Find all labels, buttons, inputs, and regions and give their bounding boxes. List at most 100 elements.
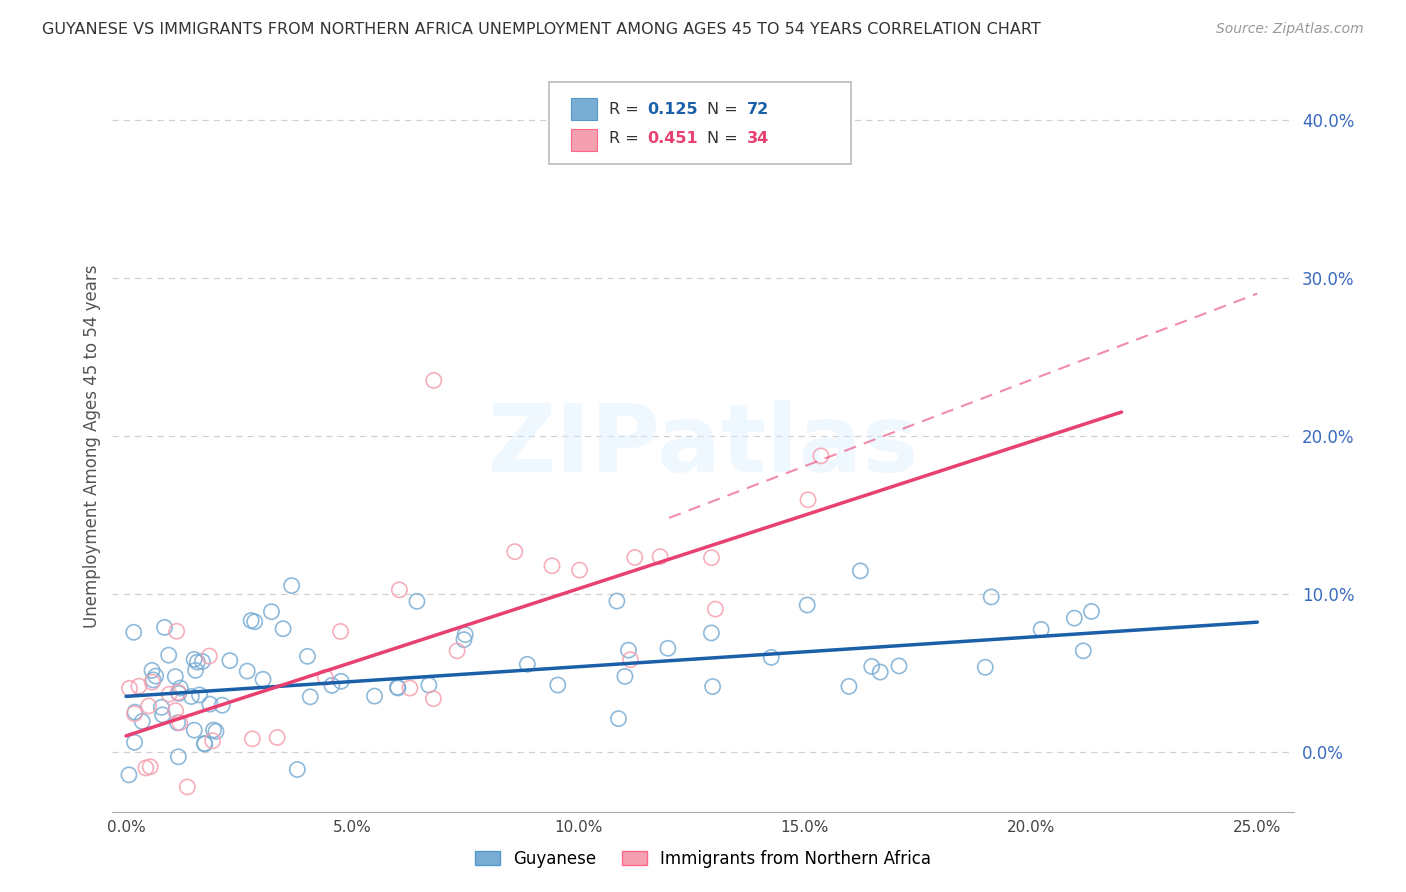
Text: N =: N = (707, 103, 742, 118)
Point (184, 663, 207, 677)
Point (141, 675, 163, 690)
Text: 0.125: 0.125 (648, 103, 699, 118)
Point (869, 665, 891, 679)
Point (422, 691, 444, 706)
Point (648, 549, 671, 564)
Point (330, 674, 353, 689)
Point (176, 780, 198, 794)
Point (606, 594, 628, 608)
Point (314, 670, 336, 684)
Text: 34: 34 (747, 131, 769, 145)
Text: Source: ZipAtlas.com: Source: ZipAtlas.com (1216, 22, 1364, 37)
Point (165, 670, 187, 684)
Point (122, 625, 145, 640)
Point (849, 564, 872, 578)
Point (180, 690, 202, 704)
Point (236, 664, 259, 678)
Point (139, 760, 162, 774)
Point (118, 681, 141, 696)
Point (700, 550, 723, 565)
Point (145, 669, 167, 683)
FancyBboxPatch shape (571, 129, 596, 152)
Point (503, 544, 526, 558)
Point (1337, 147, 1360, 161)
Point (607, 712, 630, 726)
Point (704, 602, 727, 616)
Point (198, 649, 221, 664)
Point (387, 680, 409, 694)
Text: GUYANESE VS IMMIGRANTS FROM NORTHERN AFRICA UNEMPLOYMENT AMONG AGES 45 TO 54 YEA: GUYANESE VS IMMIGRANTS FROM NORTHERN AFR… (42, 22, 1040, 37)
Point (211, 698, 233, 713)
Point (191, 655, 214, 669)
Point (131, 714, 153, 729)
Text: N =: N = (707, 131, 742, 145)
Point (761, 650, 783, 665)
Point (387, 681, 409, 695)
Text: R =: R = (609, 103, 644, 118)
Point (183, 723, 205, 738)
Point (388, 582, 411, 597)
Point (321, 678, 343, 692)
Point (363, 689, 385, 703)
Point (169, 715, 191, 730)
Point (1029, 623, 1052, 637)
FancyBboxPatch shape (550, 82, 851, 164)
Point (271, 622, 294, 636)
Point (297, 649, 319, 664)
Point (141, 664, 163, 678)
Point (617, 643, 640, 657)
Point (240, 731, 263, 746)
Point (124, 705, 146, 719)
Point (194, 737, 217, 751)
Point (201, 733, 224, 747)
Point (124, 735, 146, 749)
Point (135, 761, 157, 775)
Point (193, 736, 215, 750)
Point (446, 644, 468, 658)
Point (285, 763, 308, 777)
Point (657, 641, 679, 656)
Point (887, 659, 910, 673)
Point (423, 374, 446, 388)
Point (169, 681, 191, 695)
Text: 72: 72 (747, 103, 769, 118)
Point (838, 679, 860, 693)
Point (138, 698, 160, 713)
Point (418, 678, 440, 692)
Point (399, 681, 422, 695)
Point (619, 653, 641, 667)
Point (252, 673, 274, 687)
Point (198, 697, 221, 711)
Point (202, 723, 225, 737)
Point (700, 626, 723, 640)
Point (150, 700, 173, 714)
Y-axis label: Unemployment Among Ages 45 to 54 years: Unemployment Among Ages 45 to 54 years (83, 264, 101, 628)
Text: 0.451: 0.451 (648, 131, 699, 145)
Text: R =: R = (609, 131, 644, 145)
Point (243, 615, 266, 629)
Point (329, 624, 352, 639)
Point (188, 688, 211, 702)
Point (218, 654, 240, 668)
Point (280, 578, 302, 592)
FancyBboxPatch shape (571, 98, 596, 120)
Point (860, 659, 883, 673)
Point (406, 594, 429, 608)
Point (166, 715, 188, 730)
Point (128, 679, 150, 693)
Point (453, 632, 475, 647)
Point (152, 707, 174, 722)
Point (980, 590, 1002, 604)
Point (167, 749, 190, 764)
Point (166, 624, 188, 639)
Point (796, 598, 818, 612)
Point (240, 614, 263, 628)
Point (623, 550, 645, 565)
Point (205, 724, 228, 739)
Legend: Guyanese, Immigrants from Northern Africa: Guyanese, Immigrants from Northern Afric… (468, 844, 938, 875)
Point (165, 704, 187, 718)
Point (613, 669, 636, 683)
Text: ZIPatlas: ZIPatlas (488, 400, 918, 492)
Point (153, 620, 176, 634)
Point (516, 657, 538, 672)
